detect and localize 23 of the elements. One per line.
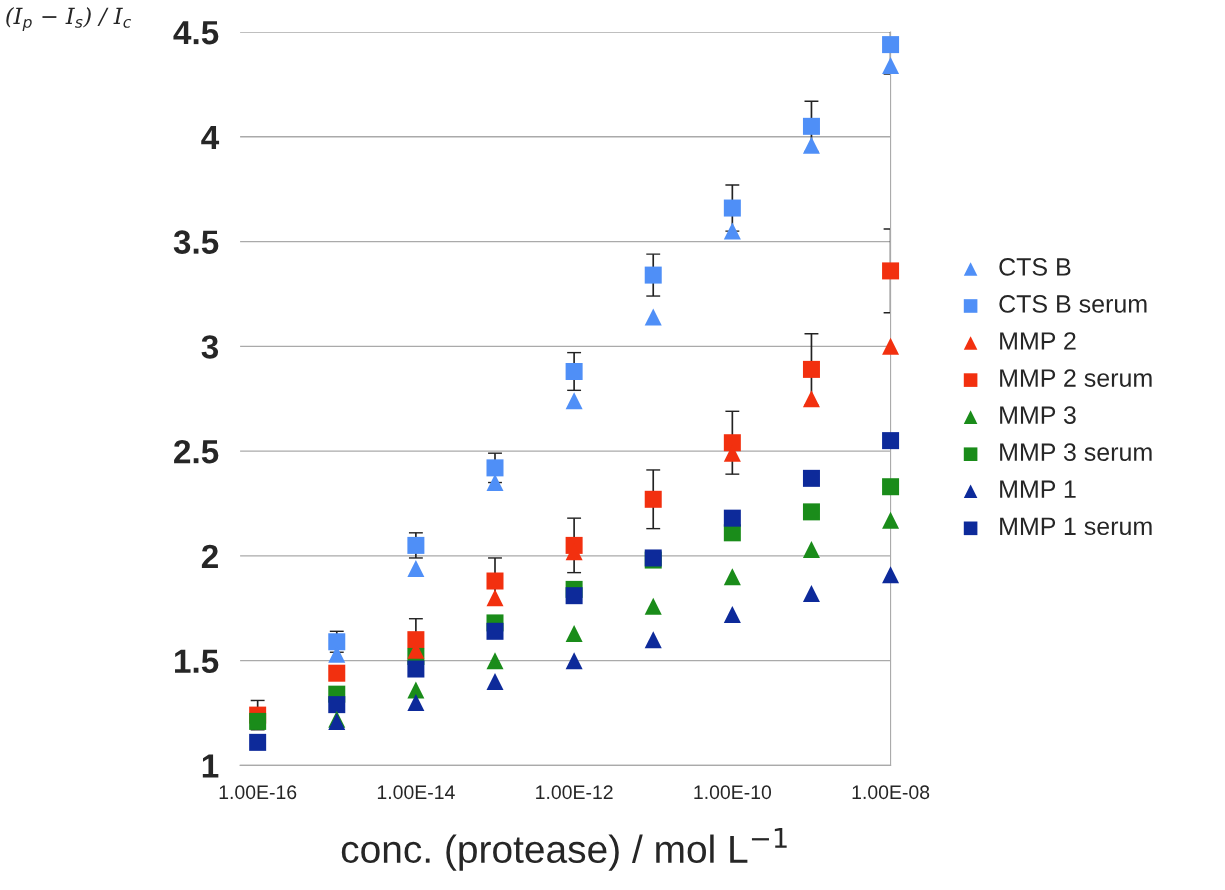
- y-tick-label: 3.5: [173, 230, 219, 255]
- x-tick-label: 1.00E-14: [377, 785, 455, 800]
- y-tick-label: 2: [201, 544, 218, 568]
- legend-label: MMP 3 serum: [1000, 443, 1152, 462]
- legend-label: CTS B: [999, 258, 1071, 276]
- legend-label: MMP 2 serum: [1000, 369, 1152, 387]
- legend-label: MMP 2: [1000, 332, 1076, 350]
- y-tick-label: 2.5: [174, 439, 219, 464]
- y-axis-title: (I$_{p}$ − I$_{s}$) / I$_{c}$: [6, 7, 132, 31]
- x-tick-label: 1.00E-16: [219, 785, 297, 800]
- y-tick-label: 1.5: [175, 649, 219, 674]
- y-tick-label: 4.5: [173, 21, 219, 45]
- x-tick-label: 1.00E-10: [694, 785, 772, 800]
- legend-label: CTS B serum: [999, 295, 1147, 313]
- legend-label: MMP 3: [1000, 406, 1076, 424]
- legend-label: MMP 1: [1000, 480, 1076, 498]
- legend-label: MMP 1 serum: [1000, 517, 1152, 536]
- y-tick-label: 4: [201, 125, 220, 149]
- x-axis-title: conc. (protease) / mol L$^{−1}$: [341, 827, 787, 871]
- y-tick-label: 1: [202, 754, 219, 778]
- y-tick-label: 3: [201, 335, 219, 359]
- x-tick-label: 1.00E-12: [536, 785, 613, 800]
- x-tick-label: 1.00E-08: [852, 785, 930, 800]
